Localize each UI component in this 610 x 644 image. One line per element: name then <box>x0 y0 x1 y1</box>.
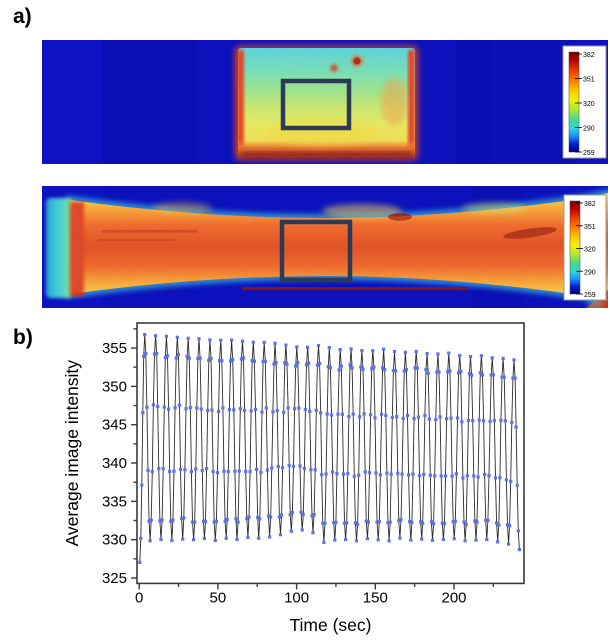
colorbar-tick-label: 351 <box>584 224 596 231</box>
y-tick-label: 325 <box>102 570 127 587</box>
y-tick-label: 350 <box>102 378 127 395</box>
plot-canvas: 0 50 100 150 200 325 330 335 340 345 350 355 Time (s… <box>62 322 525 635</box>
y-tick-label: 355 <box>102 340 127 357</box>
y-tick-label: 330 <box>102 532 127 549</box>
colorbar-tick-label: 259 <box>584 292 596 299</box>
x-tick-label: 150 <box>363 589 388 606</box>
x-tick-label: 0 <box>135 589 143 606</box>
thermal-image-dogbone: 382 351 320 290 259 <box>42 186 608 308</box>
grip-end <box>46 198 72 298</box>
x-tick-label: 50 <box>210 589 227 606</box>
colorbar-tick-label: 290 <box>584 269 596 276</box>
specimen-front-face <box>234 45 419 161</box>
panel-a-label: a) <box>13 5 32 28</box>
y-tick-label: 335 <box>102 493 127 510</box>
roi-box <box>279 219 353 283</box>
colorbar-tick-label: 382 <box>584 201 596 208</box>
y-tick-label: 345 <box>102 417 127 434</box>
y-axis-title: Average image intensity <box>62 360 82 547</box>
data-markers <box>138 333 521 564</box>
colorbar-tick-label: 290 <box>583 126 595 133</box>
colorbar: 382 351 320 290 259 <box>563 194 607 301</box>
colorbar-tick-label: 320 <box>583 101 595 108</box>
colorbar-tick-label: 320 <box>584 247 596 254</box>
thermal-image-front: 382 351 320 290 259 <box>42 40 608 164</box>
x-tick-label: 200 <box>441 589 466 606</box>
x-axis-title: Time (sec) <box>290 615 372 635</box>
x-tick-label: 100 <box>284 589 309 606</box>
colorbar-gradient <box>569 200 581 295</box>
roi-box <box>280 78 352 131</box>
colorbar-tick-label: 382 <box>583 52 595 59</box>
specimen-dogbone <box>46 189 608 308</box>
colorbar-tick-label: 259 <box>583 150 595 157</box>
panel-b-label: b) <box>13 326 33 349</box>
colorbar: 382 351 320 290 259 <box>562 45 607 159</box>
y-tick-label: 340 <box>102 455 127 472</box>
colorbar-tick-label: 351 <box>583 77 595 84</box>
dark-streak <box>242 287 467 291</box>
axes-box <box>136 322 525 585</box>
axis-ticks <box>131 328 495 590</box>
colorbar-gradient <box>568 51 580 153</box>
intensity-time-plot: 0 50 100 150 200 325 330 335 340 345 350 355 Time (s… <box>0 312 610 644</box>
